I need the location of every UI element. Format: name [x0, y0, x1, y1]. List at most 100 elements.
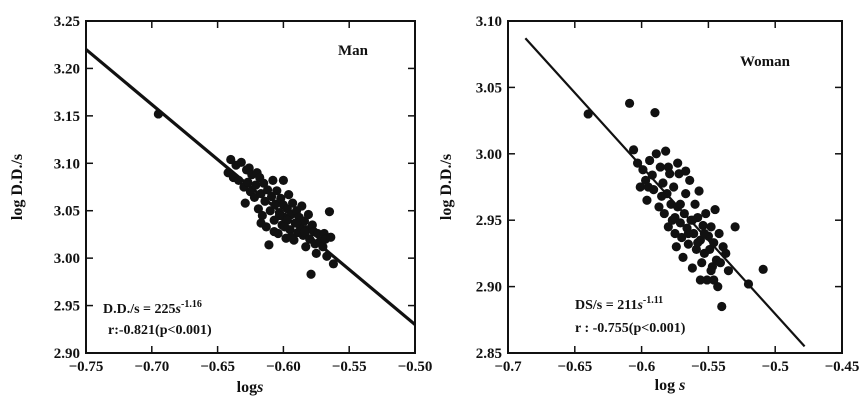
data-point-man — [318, 242, 328, 252]
data-point-woman — [730, 222, 740, 232]
data-point-man — [280, 222, 290, 232]
data-point-woman — [651, 149, 661, 159]
x-tick-label-woman: −0.6 — [628, 359, 656, 375]
data-point-woman — [721, 248, 731, 258]
y-tick-label-woman: 2.95 — [476, 213, 502, 229]
data-point-woman — [701, 208, 711, 219]
data-point-woman — [709, 238, 719, 248]
data-point-woman — [635, 182, 645, 192]
correlation-woman: r : -0.755(p<0.001) — [575, 321, 686, 336]
data-point-woman — [647, 170, 657, 180]
data-point-man — [322, 251, 332, 261]
data-point-woman — [671, 242, 681, 252]
data-point-man — [257, 210, 267, 221]
y-tick-label-man: 2.95 — [54, 299, 80, 315]
data-point-woman — [697, 258, 707, 268]
y-tick-label-man: 3.05 — [54, 204, 80, 220]
data-point-woman — [714, 228, 724, 239]
y-tick-label-man: 2.90 — [54, 346, 80, 362]
y-tick-label-man: 3.15 — [54, 109, 80, 125]
data-point-woman — [624, 98, 635, 108]
data-point-woman — [681, 166, 691, 176]
data-point-man — [313, 228, 323, 239]
y-tick-labels-man: 2.90 2.95 3.00 3.05 3.10 3.15 3.20 3.25 — [54, 14, 80, 362]
data-point-woman — [694, 186, 704, 196]
y-tick-label-woman: 3.10 — [476, 14, 502, 30]
data-point-man — [251, 180, 261, 190]
x-tick-label-man: −0.60 — [266, 359, 301, 375]
data-point-woman — [685, 175, 695, 185]
x-tick-label-man: −0.55 — [332, 359, 367, 375]
data-point-man — [259, 178, 269, 188]
data-point-man — [274, 210, 285, 221]
data-point-man — [256, 218, 266, 228]
data-point-man — [272, 186, 282, 196]
data-point-woman — [632, 158, 643, 168]
data-point-woman — [683, 239, 693, 249]
data-point-woman — [713, 282, 723, 292]
data-point-woman — [663, 162, 673, 172]
data-point-woman — [709, 275, 719, 285]
x-tick-label-man: −0.75 — [69, 359, 104, 375]
panel-label-man: Man — [338, 43, 369, 59]
y-axis-title-woman: log D.D./s — [438, 154, 455, 220]
data-point-man — [306, 269, 316, 279]
y-tick-label-man: 3.10 — [54, 156, 80, 172]
data-point-man — [269, 226, 279, 237]
data-point-woman — [706, 266, 716, 276]
data-point-man — [303, 209, 314, 220]
y-tick-labels-woman: 2.85 2.90 2.95 3.00 3.05 3.10 — [476, 14, 502, 362]
y-tick-label-man: 3.00 — [54, 251, 80, 267]
data-point-man — [286, 232, 296, 242]
data-point-woman — [670, 212, 680, 223]
y-tick-label-man: 3.20 — [54, 61, 80, 77]
data-point-woman — [758, 264, 768, 274]
data-point-woman — [687, 215, 697, 225]
data-point-woman — [698, 220, 708, 231]
data-point-woman — [715, 258, 726, 268]
data-point-woman — [687, 263, 697, 273]
y-tick-label-woman: 3.00 — [476, 147, 502, 163]
data-point-woman — [683, 228, 693, 239]
x-tick-label-woman: −0.65 — [557, 359, 592, 375]
x-axis-title-man: logs — [237, 379, 264, 396]
data-point-woman — [658, 178, 668, 188]
data-point-man — [301, 242, 311, 252]
x-tick-labels-man: −0.75 −0.70 −0.65 −0.60 −0.55 −0.50 — [69, 359, 433, 375]
axis-ticks-woman — [507, 20, 843, 354]
data-point-woman — [673, 158, 683, 168]
data-point-woman — [690, 199, 700, 209]
y-tick-label-woman: 2.85 — [476, 346, 502, 362]
data-point-woman — [645, 155, 655, 166]
data-point-woman — [655, 162, 665, 172]
data-point-woman — [663, 222, 673, 232]
data-point-woman — [650, 108, 660, 118]
data-point-man — [253, 204, 263, 214]
data-point-man — [278, 175, 288, 185]
data-point-man — [297, 201, 307, 211]
data-point-woman — [669, 182, 679, 192]
data-point-woman — [675, 199, 685, 209]
data-point-man — [260, 196, 270, 206]
data-point-woman — [693, 238, 703, 248]
x-tick-label-woman: −0.7 — [494, 359, 522, 375]
data-point-man — [264, 240, 274, 250]
data-point-woman — [638, 165, 648, 175]
data-point-woman — [717, 301, 727, 312]
regression-line-man — [84, 48, 417, 326]
data-point-man — [268, 175, 278, 185]
data-point-man — [240, 198, 250, 208]
data-point-man — [236, 157, 246, 167]
regression-equation-man: D.D./s = 225s-1.16 — [103, 299, 202, 317]
chart-woman: −0.7 −0.65 −0.6 −0.55 −0.5 −0.45 2.85 2.90 2.95… — [438, 14, 859, 394]
data-point-man — [324, 207, 335, 217]
y-tick-label-woman: 3.05 — [476, 80, 502, 96]
x-tick-label-man: −0.50 — [398, 359, 433, 375]
data-point-woman — [706, 222, 716, 232]
data-point-woman — [743, 279, 754, 289]
data-point-woman — [678, 252, 688, 262]
data-point-woman — [710, 204, 720, 215]
data-point-woman — [677, 232, 687, 243]
fit-line-man — [84, 48, 417, 326]
